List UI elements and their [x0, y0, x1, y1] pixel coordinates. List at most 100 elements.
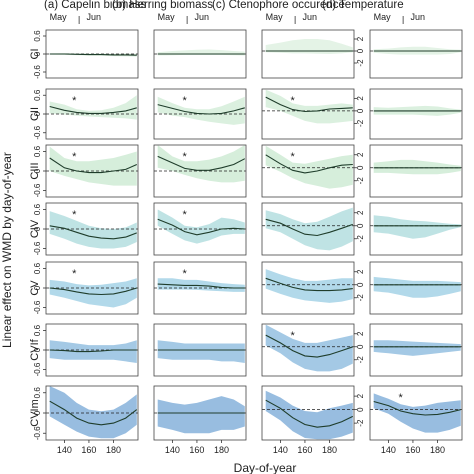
effect-line [157, 104, 245, 115]
panel-cvif-1: 0.6 0 -0.6 [33, 323, 139, 377]
significance-star: * [183, 95, 188, 107]
y-tick-label: 0 [356, 165, 365, 170]
panel-cvif-3: * 2 0 -2 [261, 323, 365, 377]
effect-line [265, 399, 354, 428]
effect-line [265, 334, 353, 358]
panel-frame [369, 144, 463, 198]
confidence-band [265, 324, 353, 372]
panel-civ-4 [369, 202, 463, 256]
y-tick-label: 0 [356, 108, 365, 113]
month-label-jun: Jun [194, 12, 209, 22]
confidence-band [157, 49, 245, 56]
x-tick-label: 160 [297, 445, 312, 455]
confidence-band [265, 89, 353, 124]
confidence-band [265, 39, 353, 54]
month-label-may: May [50, 12, 68, 22]
panel-frame [261, 88, 355, 140]
y-tick-label: 0 [33, 410, 42, 415]
y-tick-label: 2 [356, 331, 365, 336]
confidence-band [49, 278, 137, 308]
significance-star: * [291, 330, 296, 342]
panel-frame [153, 261, 247, 315]
stage-label-cv: CV [29, 280, 41, 296]
y-tick-label: -0.6 [33, 426, 42, 440]
x-tick-label: 140 [381, 445, 396, 455]
panel-frame [369, 88, 463, 140]
panel-cvim-2: 140 160 180 [153, 385, 247, 455]
panel-frame [261, 202, 355, 256]
y-tick-label: 0 [33, 51, 42, 56]
effect-line [49, 53, 137, 56]
panel-cvim-3: 2 0 -2 140 160 180 [261, 385, 365, 455]
panel-cv-3: 2 0 -2 [261, 261, 365, 315]
month-label-may: May [158, 12, 176, 22]
confidence-band [373, 215, 461, 239]
significance-star: * [291, 95, 296, 107]
panel-civ-1: * 0.6 0 -0.6 [33, 202, 139, 256]
significance-star: * [72, 209, 77, 221]
panel-cii-4 [369, 88, 463, 140]
y-tick-label: 0 [33, 168, 42, 173]
panel-cii-1: * 0.6 0 -0.6 [33, 88, 139, 140]
month-label-may: May [266, 12, 284, 22]
y-tick-label: 0 [356, 223, 365, 228]
significance-star: * [183, 209, 188, 221]
panel-frame [153, 202, 247, 256]
panel-ci-2 [153, 29, 247, 79]
y-tick-label: 0 [33, 347, 42, 352]
stage-label-ci: CI [29, 49, 41, 60]
y-tick-label: 2 [356, 210, 365, 215]
panel-frame [369, 261, 463, 315]
effect-line [265, 154, 353, 174]
y-tick-label: 2 [356, 36, 365, 41]
y-tick-label: 0.6 [33, 30, 42, 42]
panel-ci-3: 2 0 -2 [261, 29, 365, 79]
y-tick-label: 0 [33, 285, 42, 290]
y-tick-label: 2 [356, 269, 365, 274]
y-tick-label: -0.6 [33, 183, 42, 197]
y-tick-label: 0 [33, 226, 42, 231]
y-tick-label: 0 [356, 407, 365, 412]
confidence-band [373, 276, 461, 298]
panel-frame [261, 29, 355, 79]
panel-frame [369, 323, 463, 377]
panel-cii-2: * [153, 88, 247, 140]
y-tick-label: -2 [356, 119, 365, 127]
y-tick-label: -0.6 [33, 362, 42, 376]
y-axis-label: Linear effect on WMD by day-of-year [0, 152, 14, 348]
x-tick-label: 140 [165, 445, 180, 455]
effect-line [157, 218, 245, 236]
panel-cv-1: * 0.6 0 -0.6 [33, 261, 139, 315]
panel-frame [153, 385, 247, 441]
column-title: (a) Capelin biomass [44, 0, 147, 11]
y-tick-label: 0 [356, 282, 365, 287]
confidence-band [157, 209, 245, 244]
significance-star: * [183, 268, 188, 280]
x-tick-label: 180 [214, 445, 229, 455]
panel-frame [153, 323, 247, 377]
y-tick-label: 2 [356, 152, 365, 157]
panel-frame [261, 261, 355, 315]
column-title: (c) Ctenophore occurence [212, 0, 345, 11]
x-tick-label: 160 [81, 445, 96, 455]
y-tick-label: -2 [356, 177, 365, 185]
y-tick-label: -2 [356, 419, 365, 427]
panel-cii-3: * 2 0 -2 [261, 88, 365, 140]
panel-cvim-4: * 140 160 180 [369, 385, 463, 455]
confidence-band [157, 340, 245, 363]
panel-frame [153, 88, 247, 140]
x-tick-label: 140 [273, 445, 288, 455]
x-tick-label: 140 [57, 445, 72, 455]
y-tick-label: 0 [356, 48, 365, 53]
panel-ciii-3: * 2 0 -2 [261, 144, 365, 198]
confidence-band [265, 269, 353, 303]
panel-cv-4 [369, 261, 463, 315]
panel-ci-4 [369, 29, 463, 79]
y-tick-label: -2 [356, 356, 365, 364]
confidence-band [373, 393, 461, 433]
y-tick-label: -0.6 [33, 65, 42, 79]
panel-cvim-1: 0.6 0 -0.6 140 160 180 [33, 385, 139, 455]
significance-star: * [72, 151, 77, 163]
effect-line [49, 225, 137, 240]
